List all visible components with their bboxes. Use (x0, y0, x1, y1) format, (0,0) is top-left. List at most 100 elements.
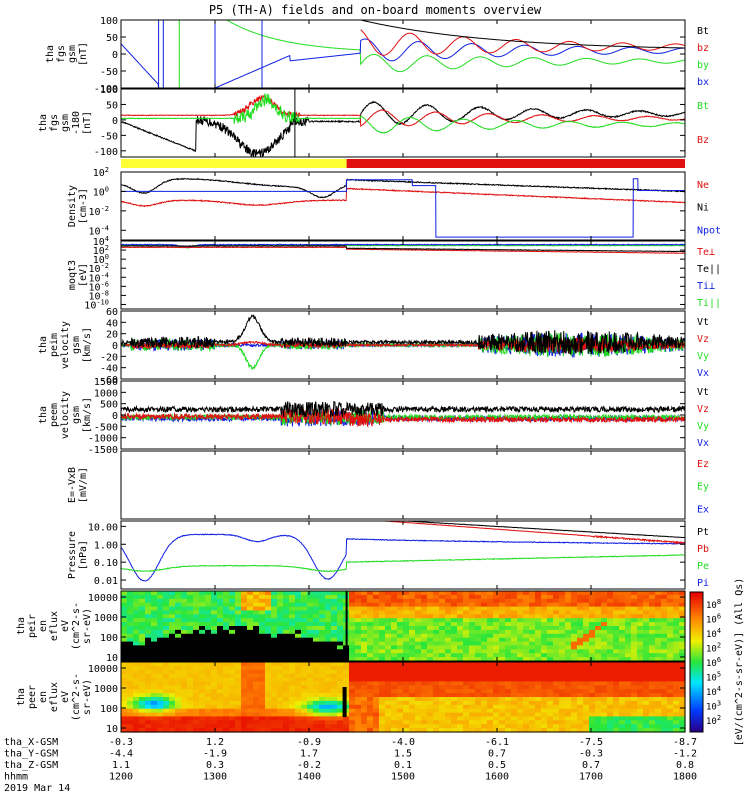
xaxis-value: 1.1 (112, 760, 130, 771)
y-tick-label: 1.00 (94, 540, 118, 551)
y-tick-label: -20 (100, 352, 118, 363)
y-axis-label: gsm (67, 45, 78, 63)
y-tick-label: 0.10 (94, 558, 118, 569)
y-tick-label: 100 (93, 185, 109, 198)
y-tick-label: 0.01 (94, 576, 118, 587)
xaxis-value: -6.1 (485, 737, 509, 748)
xaxis-value: 1.7 (300, 749, 318, 760)
series-Bz (121, 94, 685, 127)
xaxis-date: 2019 Mar 14 (4, 783, 70, 794)
series-Vz (121, 407, 685, 428)
xaxis-value: -0.3 (579, 749, 603, 760)
y-axis-label: velocity (60, 391, 71, 439)
series-Bt (360, 20, 685, 49)
legend-entry: Ey (697, 482, 709, 493)
y-axis-label: eflux (49, 682, 60, 712)
y-tick-label: 10000 (88, 664, 118, 675)
xaxis-value: -0.3 (109, 737, 133, 748)
xaxis-value: 1200 (109, 772, 133, 783)
y-tick-label: -50 (100, 67, 118, 78)
xaxis-value: -0.2 (297, 760, 321, 771)
y-tick-label: 10-2 (89, 205, 109, 218)
y-tick-label: 100 (100, 16, 118, 27)
y-tick-label: -50 (100, 131, 118, 142)
y-axis-label: peer (27, 685, 38, 709)
y-tick-label: 10 (106, 653, 118, 664)
y-tick-label: 10-8 (89, 289, 109, 302)
series-by (121, 20, 685, 73)
xaxis-row-label: tha_X-GSM (4, 737, 58, 748)
xaxis-value: 0.1 (394, 760, 412, 771)
colorbar-tick-label: 104 (706, 627, 721, 640)
y-axis-label: eV (60, 691, 71, 703)
y-axis-label: eV (60, 620, 71, 632)
colorbar-tick-label: 102 (706, 714, 721, 727)
y-tick-label: 40 (106, 318, 118, 329)
y-tick-label: -1000 (88, 434, 118, 445)
colorbar-label: [eV/(cm^2-s-sr-eV)] (All Qs) (734, 578, 745, 747)
y-axis-label: fgs (49, 114, 60, 132)
y-tick-label: 1500 (94, 377, 118, 388)
y-tick-label: 500 (100, 400, 118, 411)
y-axis-label: moqt3 (67, 260, 78, 290)
colorbar (689, 591, 704, 733)
mode-segment (121, 159, 347, 168)
y-axis-label: [km/s] (82, 327, 93, 363)
xaxis-value: 0.8 (676, 760, 694, 771)
y-tick-label: 10-2 (89, 262, 109, 275)
y-axis-label: velocity (60, 321, 71, 369)
series-Pt (360, 521, 685, 539)
series-bz (360, 29, 685, 56)
xaxis-value: 1400 (297, 772, 321, 783)
legend-entry: Vy (697, 421, 709, 432)
legend-entry: Vx (697, 438, 709, 449)
legend-entry: Pt (697, 527, 709, 538)
y-tick-label: 100 (93, 253, 109, 266)
y-axis-label: [nPa] (78, 540, 89, 570)
series-Te-perp (121, 246, 685, 255)
y-tick-label: 0 (112, 50, 118, 61)
series-Pe (121, 554, 685, 573)
peir-spectrogram (121, 591, 686, 662)
y-axis-label: tha (38, 114, 49, 132)
peer-spectrogram (121, 662, 686, 733)
xaxis-value: 1.5 (394, 749, 412, 760)
y-axis-label: Pressure (67, 531, 78, 579)
y-axis-label: [mV/m] (78, 467, 89, 503)
y-tick-label: 10-6 (89, 280, 109, 293)
legend-entry: Vz (697, 334, 709, 345)
y-axis-label: (cm^2-s- (71, 602, 82, 650)
y-tick-label: 100 (100, 704, 118, 715)
y-tick-label: -1500 (88, 445, 118, 456)
y-tick-label: -500 (94, 422, 118, 433)
y-axis-label: tha (38, 336, 49, 354)
y-tick-label: 10 (106, 724, 118, 735)
y-tick-label: 100 (100, 85, 118, 96)
y-axis-label: [nT] (78, 42, 89, 66)
legend-entry: Npot (697, 225, 721, 236)
legend-entry: Ti|| (697, 298, 721, 309)
legend-entry: Pi (697, 578, 709, 589)
y-axis-label: fgs (56, 45, 67, 63)
y-axis-label: peem (49, 403, 60, 427)
y-axis-label: gsm (60, 114, 71, 132)
legend-entry: Bt (697, 26, 709, 37)
y-tick-label: 10-4 (89, 224, 109, 237)
y-axis-label: [km/s] (82, 397, 93, 433)
mode-segment (346, 159, 685, 168)
y-axis-label: tha (45, 45, 56, 63)
legend-entry: Vx (697, 368, 709, 379)
series-Pb (360, 521, 685, 545)
series-Te-par (121, 245, 685, 253)
y-tick-label: -40 (100, 364, 118, 375)
y-tick-label: -60 (100, 375, 118, 386)
series-black (121, 100, 685, 157)
legend-entry: Ti⊥ (697, 281, 715, 292)
y-axis-label: [cm-3] (78, 188, 89, 224)
y-axis-label: sr-eV) (82, 679, 93, 715)
legend-entry: Ex (697, 504, 709, 515)
y-tick-label: 50 (106, 100, 118, 111)
y-axis-label: Density (67, 185, 78, 227)
xaxis-value: 1800 (673, 772, 697, 783)
